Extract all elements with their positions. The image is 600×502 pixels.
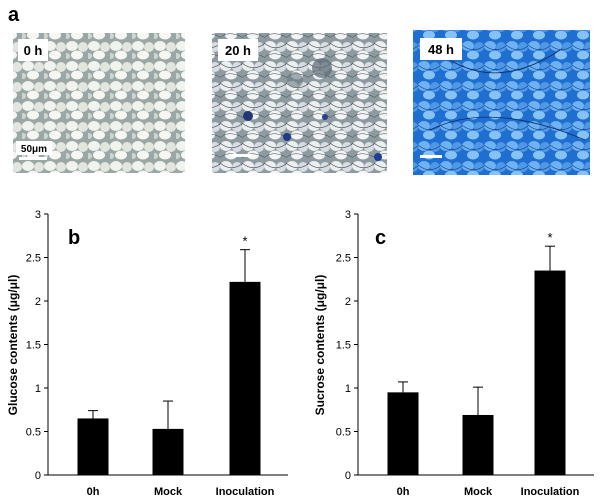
scale-bar-20h: [230, 154, 252, 157]
scale-bar-label: 50μm: [21, 144, 47, 155]
chart-sucrose: 0 0.5 1 1.5 2 2.5 3 0h Mock Inoculation * c Sucro…: [313, 209, 594, 498]
chart-b-category-label: Mock: [154, 486, 183, 498]
micrograph-48h: 48 h: [413, 30, 590, 175]
micrograph-label-0h: 0 h: [24, 43, 43, 58]
chart-c-category-label: Mock: [464, 486, 493, 498]
chart-c-bar: [462, 414, 494, 475]
chart-c-bar: [534, 270, 566, 475]
chart-b-ytick-label: 3: [35, 209, 41, 221]
chart-b-ytick-label: 2.5: [26, 253, 41, 265]
chart-b-ylabel: Glucose contents (μg/μl): [6, 275, 20, 416]
micrograph-label-48h: 48 h: [428, 42, 454, 57]
micrograph-0h: 0 h 50μm: [13, 33, 185, 173]
micrograph-20h: 20 h: [212, 33, 387, 173]
scale-bar-48h: [420, 155, 442, 158]
chart-c-ytick-label: 2: [345, 296, 351, 308]
chart-c-ytick-label: 3: [345, 209, 351, 221]
panel-c-letter: c: [375, 227, 386, 249]
chart-b-ytick-label: 1: [35, 383, 41, 395]
chart-b-ytick-label: 0: [35, 470, 41, 482]
panel-a-letter: a: [8, 4, 20, 26]
micrograph-label-20h: 20 h: [225, 43, 251, 58]
chart-c-bar: [387, 392, 419, 475]
chart-b-bar: [229, 281, 261, 475]
scale-bar: [19, 157, 47, 160]
chart-c-ytick-label: 1: [345, 383, 351, 395]
chart-c-ytick-label: 0.5: [336, 427, 351, 439]
chart-c-ytick-label: 2.5: [336, 253, 351, 265]
chart-b-bar: [77, 418, 109, 475]
chart-b-ytick-label: 2: [35, 296, 41, 308]
chart-b-significance-mark: *: [242, 234, 247, 249]
chart-c-category-label: 0h: [397, 486, 410, 498]
chart-c-ylabel: Sucrose contents (μg/μl): [313, 275, 327, 416]
chart-c-ytick-label: 1.5: [336, 340, 351, 352]
chart-b-category-label: 0h: [87, 486, 100, 498]
chart-c-ytick-label: 0: [345, 470, 351, 482]
chart-c-significance-mark: *: [547, 230, 552, 245]
chart-b-category-label: Inoculation: [216, 486, 275, 498]
chart-glucose: 0 0.5 1 1.5 2 2.5 3 0h Mock Inoculation * b Gluco…: [6, 209, 288, 498]
chart-b-ytick-label: 0.5: [26, 427, 41, 439]
chart-c-category-label: Inoculation: [521, 486, 580, 498]
panel-b-letter: b: [68, 227, 80, 249]
chart-b-ytick-label: 1.5: [26, 340, 41, 352]
chart-b-bar: [152, 428, 184, 475]
